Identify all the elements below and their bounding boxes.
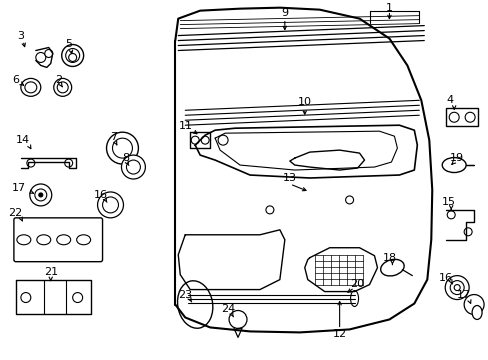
Circle shape — [464, 112, 474, 122]
Ellipse shape — [25, 82, 37, 93]
Ellipse shape — [61, 45, 83, 67]
Ellipse shape — [441, 158, 465, 172]
Ellipse shape — [57, 82, 68, 93]
Text: 2: 2 — [55, 75, 62, 85]
Circle shape — [449, 280, 463, 294]
Ellipse shape — [184, 291, 192, 306]
Text: 21: 21 — [43, 267, 58, 276]
Text: 3: 3 — [18, 31, 24, 41]
Text: 16: 16 — [438, 273, 452, 283]
Ellipse shape — [471, 306, 481, 319]
Circle shape — [453, 285, 459, 291]
Circle shape — [35, 189, 47, 201]
Circle shape — [21, 293, 31, 302]
Text: 4: 4 — [446, 95, 453, 105]
Circle shape — [126, 160, 140, 174]
Circle shape — [102, 197, 118, 213]
Ellipse shape — [57, 235, 71, 245]
Ellipse shape — [37, 235, 51, 245]
Text: 18: 18 — [382, 253, 396, 263]
Circle shape — [27, 159, 35, 167]
Text: 1: 1 — [385, 3, 392, 13]
Text: 13: 13 — [282, 173, 296, 183]
Bar — [446, 108, 477, 126]
Text: 23: 23 — [178, 289, 192, 300]
Text: 9: 9 — [281, 8, 288, 18]
Text: 16: 16 — [93, 190, 107, 200]
Circle shape — [39, 193, 42, 197]
Circle shape — [447, 211, 454, 219]
Ellipse shape — [65, 49, 80, 62]
Ellipse shape — [380, 259, 403, 276]
Circle shape — [448, 112, 458, 122]
Ellipse shape — [350, 291, 358, 306]
Circle shape — [121, 155, 145, 179]
Circle shape — [112, 138, 132, 158]
Ellipse shape — [54, 78, 72, 96]
Circle shape — [30, 184, 52, 206]
Text: 17: 17 — [12, 183, 26, 193]
Circle shape — [444, 276, 468, 300]
Circle shape — [228, 310, 246, 328]
Circle shape — [191, 136, 199, 144]
Circle shape — [73, 293, 82, 302]
Text: 5: 5 — [65, 39, 72, 49]
Text: 12: 12 — [332, 329, 346, 339]
Circle shape — [64, 159, 73, 167]
Circle shape — [36, 53, 46, 62]
Text: 22: 22 — [8, 208, 22, 218]
Circle shape — [45, 50, 53, 58]
Text: 24: 24 — [221, 305, 235, 315]
Text: 14: 14 — [16, 135, 30, 145]
Circle shape — [463, 294, 483, 315]
Ellipse shape — [21, 78, 41, 96]
Text: 11: 11 — [179, 121, 193, 131]
Circle shape — [98, 192, 123, 218]
Circle shape — [68, 54, 77, 62]
Circle shape — [106, 132, 138, 164]
Circle shape — [218, 135, 227, 145]
Ellipse shape — [77, 235, 90, 245]
Text: 10: 10 — [297, 97, 311, 107]
Text: 7: 7 — [110, 132, 117, 142]
Text: 15: 15 — [441, 197, 455, 207]
Text: 19: 19 — [449, 153, 463, 163]
Circle shape — [201, 136, 209, 144]
Circle shape — [345, 196, 353, 204]
Circle shape — [265, 206, 273, 214]
Circle shape — [463, 228, 471, 236]
Text: 6: 6 — [12, 75, 20, 85]
FancyBboxPatch shape — [14, 218, 102, 262]
Text: 8: 8 — [122, 153, 129, 163]
Ellipse shape — [17, 235, 31, 245]
Text: 17: 17 — [456, 289, 470, 300]
Ellipse shape — [177, 281, 212, 328]
Text: 20: 20 — [350, 279, 364, 289]
